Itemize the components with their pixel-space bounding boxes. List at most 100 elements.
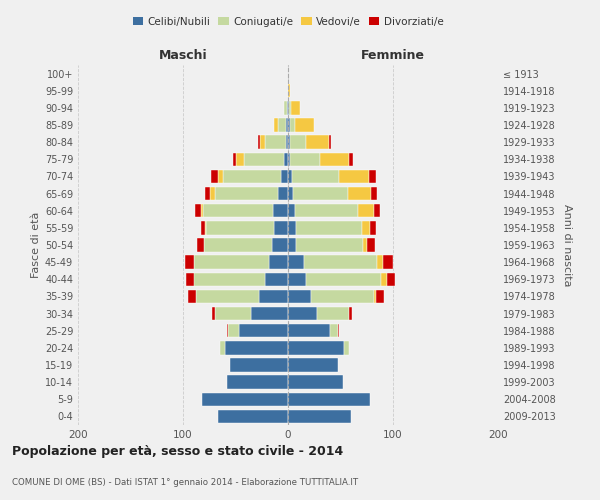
Bar: [290, 152, 320, 166]
Legend: Celibi/Nubili, Coniugati/e, Vedovi/e, Divorziati/e: Celibi/Nubili, Coniugati/e, Vedovi/e, Di…: [128, 12, 448, 31]
Bar: [277, 118, 286, 132]
Bar: [274, 118, 277, 132]
Bar: [272, 238, 288, 252]
Bar: [370, 221, 376, 234]
Bar: [260, 136, 265, 149]
Bar: [269, 256, 288, 269]
Bar: [288, 410, 351, 423]
Bar: [228, 324, 239, 338]
Bar: [284, 152, 288, 166]
Bar: [211, 187, 215, 200]
Bar: [286, 136, 288, 149]
Bar: [286, 118, 288, 132]
Bar: [223, 170, 281, 183]
Bar: [349, 152, 353, 166]
Bar: [320, 152, 349, 166]
Bar: [194, 204, 201, 218]
Bar: [193, 272, 265, 286]
Bar: [202, 392, 288, 406]
Bar: [215, 307, 251, 320]
Bar: [227, 324, 228, 338]
Bar: [295, 118, 314, 132]
Bar: [358, 204, 374, 218]
Bar: [288, 221, 296, 234]
Bar: [288, 290, 311, 303]
Text: COMUNE DI OME (BS) - Dati ISTAT 1° gennaio 2014 - Elaborazione TUTTITALIA.IT: COMUNE DI OME (BS) - Dati ISTAT 1° genna…: [12, 478, 358, 487]
Text: Femmine: Femmine: [361, 48, 425, 62]
Bar: [277, 187, 288, 200]
Bar: [296, 238, 362, 252]
Bar: [382, 272, 387, 286]
Bar: [288, 376, 343, 389]
Bar: [288, 256, 304, 269]
Bar: [291, 101, 299, 114]
Bar: [293, 187, 348, 200]
Bar: [290, 136, 306, 149]
Bar: [211, 170, 218, 183]
Bar: [306, 272, 382, 286]
Bar: [367, 238, 375, 252]
Bar: [340, 170, 369, 183]
Bar: [306, 136, 329, 149]
Bar: [344, 341, 349, 354]
Bar: [284, 101, 287, 114]
Y-axis label: Anni di nascita: Anni di nascita: [562, 204, 572, 286]
Bar: [288, 187, 293, 200]
Bar: [311, 290, 374, 303]
Bar: [288, 324, 330, 338]
Bar: [338, 324, 340, 338]
Text: Popolazione per età, sesso e stato civile - 2014: Popolazione per età, sesso e stato civil…: [12, 445, 343, 458]
Bar: [239, 324, 288, 338]
Bar: [215, 187, 277, 200]
Bar: [288, 118, 290, 132]
Bar: [288, 358, 338, 372]
Bar: [288, 204, 295, 218]
Bar: [201, 221, 205, 234]
Bar: [361, 221, 370, 234]
Bar: [376, 290, 383, 303]
Bar: [296, 221, 361, 234]
Y-axis label: Fasce di età: Fasce di età: [31, 212, 41, 278]
Bar: [265, 272, 288, 286]
Bar: [193, 256, 269, 269]
Bar: [288, 392, 370, 406]
Bar: [292, 170, 340, 183]
Bar: [220, 341, 225, 354]
Bar: [203, 204, 274, 218]
Bar: [304, 256, 377, 269]
Bar: [288, 272, 306, 286]
Bar: [197, 238, 204, 252]
Bar: [196, 290, 259, 303]
Bar: [233, 152, 235, 166]
Bar: [369, 170, 376, 183]
Bar: [265, 136, 286, 149]
Bar: [218, 170, 223, 183]
Bar: [374, 204, 380, 218]
Bar: [185, 256, 193, 269]
Bar: [201, 204, 203, 218]
Bar: [383, 256, 393, 269]
Bar: [348, 187, 371, 200]
Bar: [374, 290, 376, 303]
Bar: [288, 136, 290, 149]
Bar: [186, 272, 193, 286]
Bar: [204, 238, 272, 252]
Bar: [288, 101, 289, 114]
Bar: [288, 152, 290, 166]
Bar: [387, 272, 395, 286]
Bar: [212, 307, 215, 320]
Bar: [257, 136, 260, 149]
Bar: [230, 358, 288, 372]
Bar: [349, 307, 352, 320]
Bar: [274, 221, 288, 234]
Bar: [330, 324, 338, 338]
Bar: [281, 170, 288, 183]
Bar: [371, 187, 377, 200]
Bar: [259, 290, 288, 303]
Bar: [218, 410, 288, 423]
Bar: [288, 170, 292, 183]
Bar: [290, 118, 295, 132]
Bar: [288, 84, 290, 98]
Bar: [289, 101, 291, 114]
Bar: [206, 221, 274, 234]
